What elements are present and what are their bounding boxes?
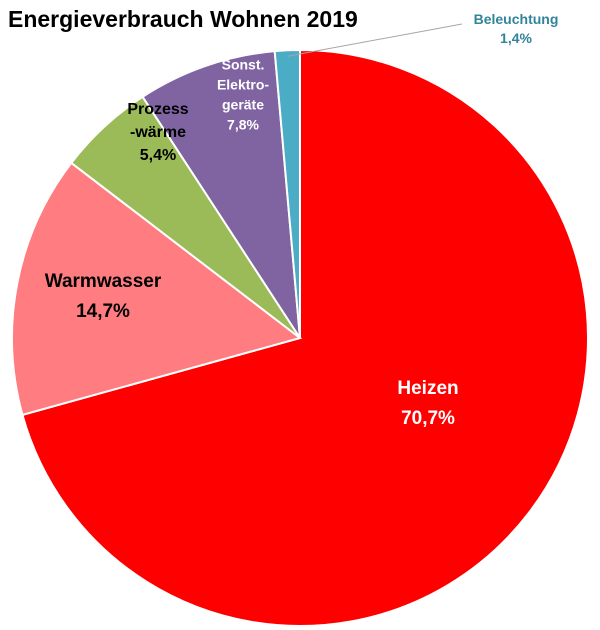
slice-beleuchtung <box>273 48 301 339</box>
slice-warmwasser <box>11 161 303 417</box>
pie-labels: Heizen 70,7% Warmwasser 14,7% Prozess -wärme 5… <box>45 11 559 429</box>
data-label-line: 5,4% <box>140 147 176 164</box>
data-label-line: Warmwasser <box>45 271 162 292</box>
pie-slices <box>11 23 589 627</box>
data-label-line: geräte <box>222 97 264 113</box>
data-label-line: 14,7% <box>76 301 130 322</box>
data-label-line: 7,8% <box>227 117 259 133</box>
data-label-sonst-elektrogeraete: Sonst. Elektro-geräte 7,8% <box>217 57 269 133</box>
leader-line-beleuchtung <box>287 23 463 57</box>
data-label-line: Elektro- <box>217 77 269 93</box>
data-label-line: Heizen <box>397 378 458 399</box>
data-label-warmwasser: Warmwasser 14,7% <box>45 271 162 322</box>
data-label-line: Beleuchtung <box>474 11 559 27</box>
slice-sonst-elektrogeraete <box>141 50 301 339</box>
data-label-prozesswaerme: Prozess -wärme 5,4% <box>127 101 188 164</box>
data-label-line: 70,7% <box>401 408 455 429</box>
data-label-heizen: Heizen 70,7% <box>397 378 458 429</box>
chart-title: Energieverbrauch Wohnen 2019 <box>8 6 358 32</box>
data-label-beleuchtung: Beleuchtung 1,4% <box>474 11 559 46</box>
data-label-line: -wärme <box>130 124 186 141</box>
data-label-line: Sonst. <box>222 57 265 73</box>
data-label-line: 1,4% <box>500 30 532 46</box>
slice-heizen <box>21 48 589 627</box>
data-label-line: Prozess <box>127 101 188 118</box>
